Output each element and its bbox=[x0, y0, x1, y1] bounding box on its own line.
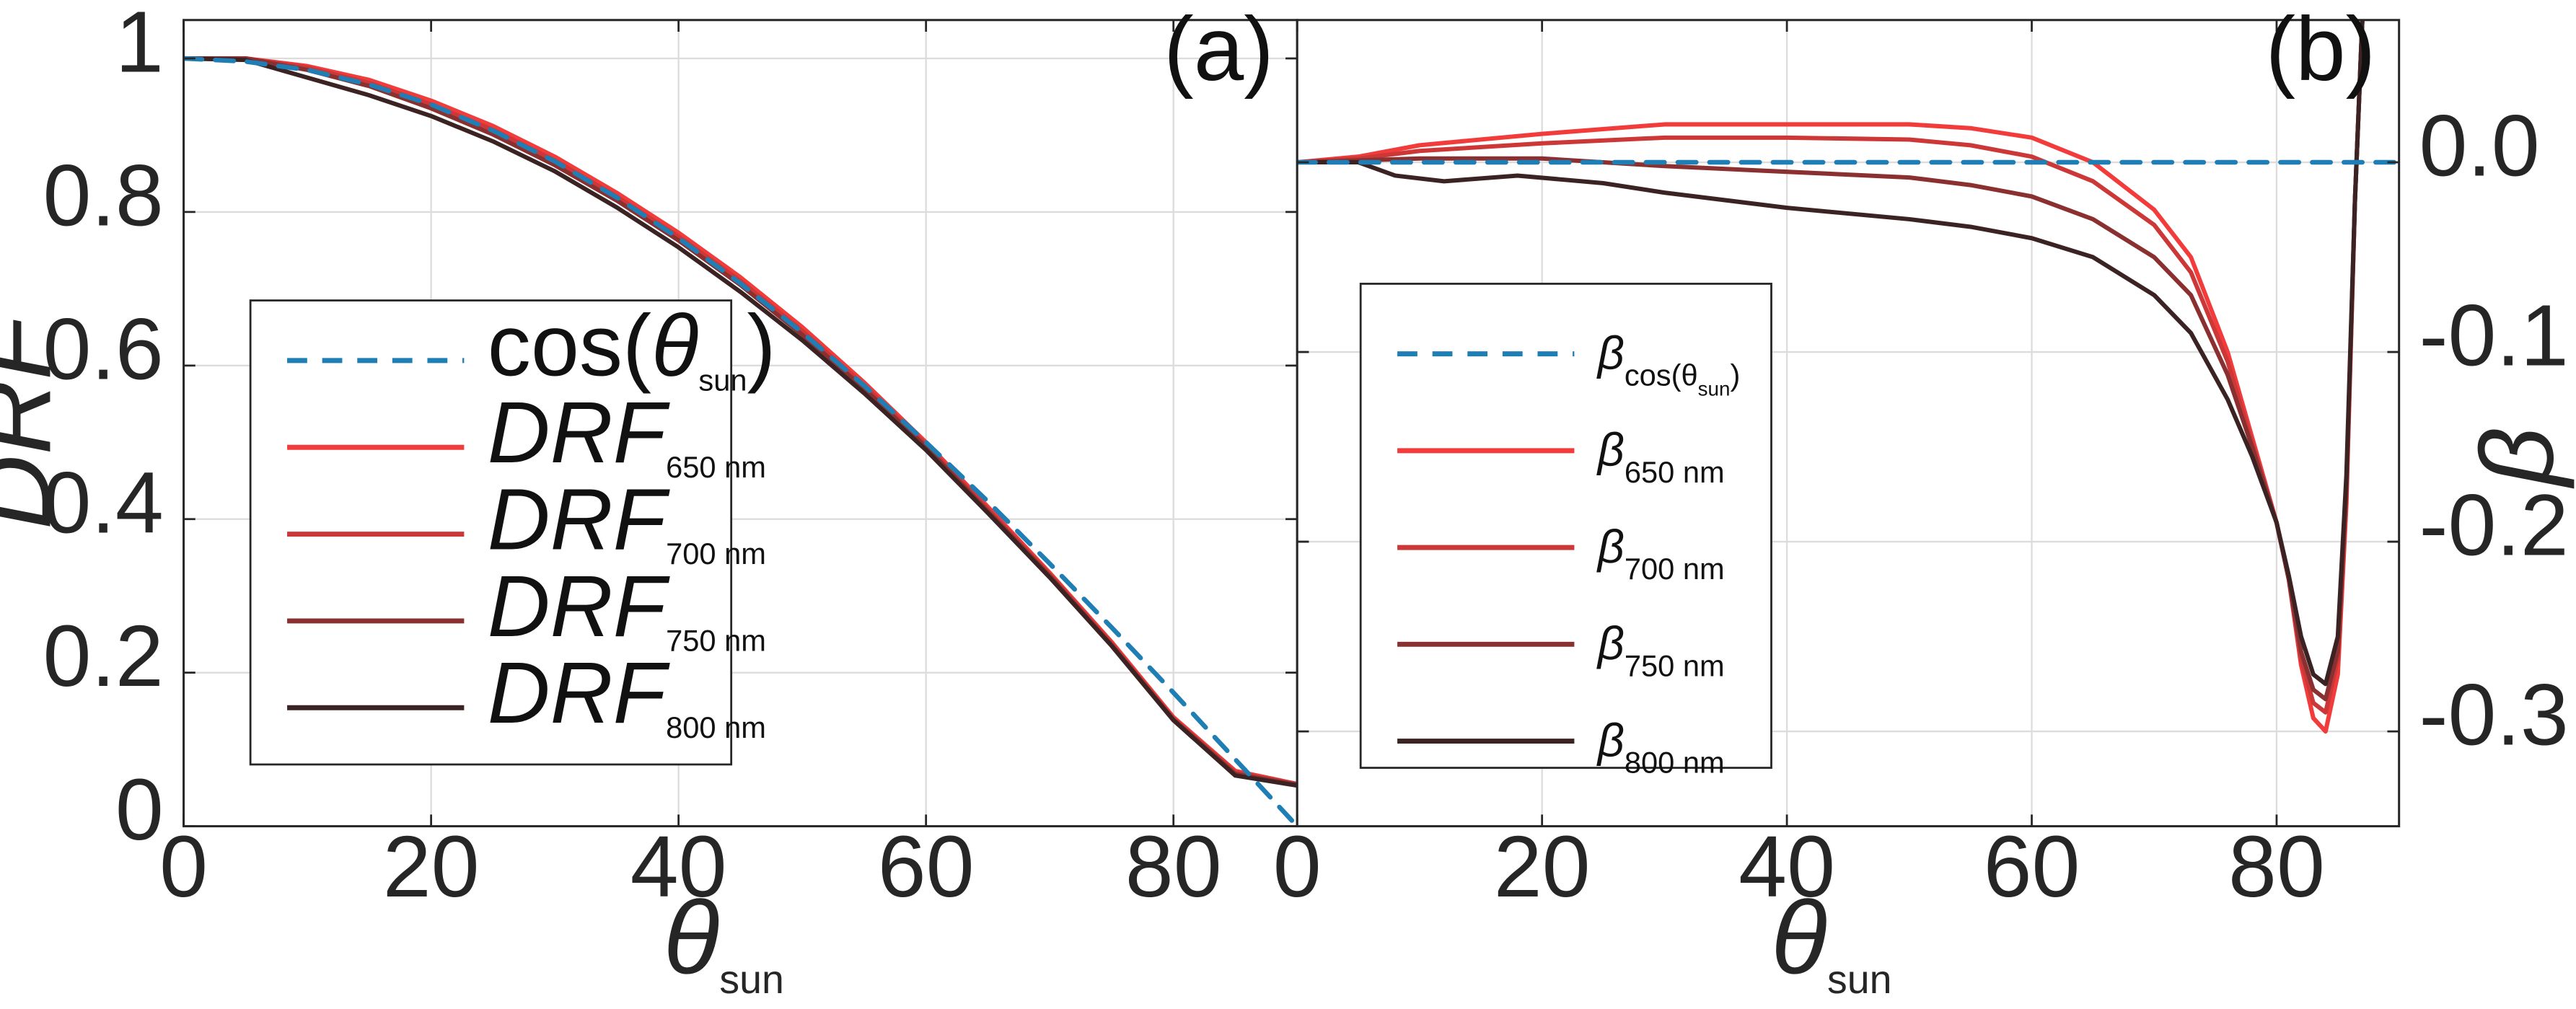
series-group bbox=[183, 56, 1298, 827]
x-axis-title: θsun bbox=[1771, 880, 1891, 1002]
legend-label-700: DRF700 nm bbox=[488, 470, 766, 570]
legend-text-main: DRF bbox=[488, 384, 671, 481]
legend-text-subscript: 700 nm bbox=[666, 537, 766, 570]
legend-text-subscript: 750 nm bbox=[1625, 648, 1725, 682]
y-axis-title: β bbox=[2460, 427, 2575, 489]
y-tick-label: -0.1 bbox=[2419, 287, 2568, 384]
legend-text-subscript: 750 nm bbox=[666, 624, 766, 658]
legend-label-800: DRF800 nm bbox=[488, 644, 766, 744]
legend-label-650: β650 nm bbox=[1596, 423, 1725, 489]
panel-b: 0 20 40 60 800.0-0.1-0.2-0.3θsunβ(b)βcos(θsu… bbox=[1273, 0, 2575, 1002]
legend-text-symbol: θ bbox=[651, 297, 698, 395]
legend-text-main: DRF bbox=[488, 644, 671, 741]
x-axis-title-symbol: θ bbox=[664, 880, 720, 995]
y-tick-label: 0 bbox=[115, 761, 164, 858]
legend-text-subscript: 650 nm bbox=[1625, 455, 1725, 489]
legend-text-main: DRF bbox=[488, 558, 671, 655]
y-axis-title: DRF bbox=[0, 312, 72, 529]
legend-label-cos: βcos(θsun) bbox=[1596, 326, 1741, 400]
legend-text-subscript: sun bbox=[698, 363, 747, 397]
legend-text-close: ) bbox=[747, 297, 776, 395]
legend-text-subscript: 650 nm bbox=[666, 450, 766, 484]
legend-text-close: ) bbox=[1730, 358, 1740, 392]
legend-text-subscript: 800 nm bbox=[666, 710, 766, 744]
panel-a: 0 20 40 60 8000.20.40.60.81θsunDRF(a)cos(θsu… bbox=[0, 0, 1298, 1002]
legend-text-subscript: cos(θ bbox=[1625, 358, 1698, 392]
legend-text-symbol: β bbox=[1596, 326, 1625, 379]
legend-text-subscript: 700 nm bbox=[1625, 552, 1725, 586]
legend-text-main: DRF bbox=[488, 470, 671, 568]
y-tick-label: 0.6 bbox=[43, 300, 164, 397]
series-group bbox=[1297, 19, 2399, 734]
legend-label-750: β750 nm bbox=[1596, 617, 1725, 682]
legend-label-700: β700 nm bbox=[1596, 520, 1725, 586]
x-tick-label: 40 bbox=[1738, 818, 1835, 915]
axes-box bbox=[1296, 19, 2401, 828]
x-tick-label: 0 bbox=[159, 818, 208, 915]
y-tick-label: 0.0 bbox=[2419, 97, 2539, 195]
y-tick-label: -0.2 bbox=[2419, 477, 2568, 574]
x-axis-title-symbol: θ bbox=[1771, 880, 1827, 995]
legend-text-subscript: 800 nm bbox=[1625, 746, 1725, 780]
series-line-800 bbox=[1297, 19, 2365, 687]
panel-label: (a) bbox=[1164, 0, 1274, 100]
x-tick-label: 40 bbox=[630, 818, 727, 915]
legend-label-cos: cos(θsun) bbox=[488, 297, 776, 397]
legend-label-750: DRF750 nm bbox=[488, 558, 766, 658]
y-tick-label: 0.8 bbox=[43, 146, 164, 244]
x-tick-label: 20 bbox=[1494, 818, 1591, 915]
y-tick-label: 1 bbox=[115, 0, 164, 91]
legend-text-symbol: β bbox=[1596, 423, 1625, 476]
series-line-700 bbox=[1297, 19, 2365, 715]
x-tick-label: 80 bbox=[1125, 818, 1222, 915]
legend-text-main: cos( bbox=[488, 297, 651, 395]
x-axis-title-subscript: sun bbox=[1827, 957, 1892, 1002]
y-tick-label: -0.3 bbox=[2419, 666, 2568, 764]
legend-label-800: β800 nm bbox=[1596, 713, 1725, 779]
legend-label-650: DRF650 nm bbox=[488, 384, 766, 484]
series-line-650 bbox=[1297, 19, 2365, 734]
legend-box bbox=[1359, 283, 1772, 769]
series-line-800 bbox=[183, 56, 1298, 788]
legend-text-subsubscript: sun bbox=[1698, 377, 1731, 400]
x-tick-label: 60 bbox=[878, 818, 975, 915]
x-axis-title-subscript: sun bbox=[719, 957, 784, 1002]
x-tick-label: 0 bbox=[1273, 818, 1322, 915]
x-tick-label: 60 bbox=[1984, 818, 2080, 915]
x-tick-label: 20 bbox=[383, 818, 480, 915]
legend-text-symbol: β bbox=[1596, 520, 1625, 573]
y-tick-label: 0.2 bbox=[43, 607, 164, 705]
legend-text-symbol: β bbox=[1596, 617, 1625, 669]
x-axis-title: θsun bbox=[664, 880, 784, 1002]
legend-text-symbol: β bbox=[1596, 713, 1625, 766]
panel-label: (b) bbox=[2266, 0, 2376, 100]
series-line-cos bbox=[183, 56, 1298, 827]
y-tick-label: 0.4 bbox=[43, 454, 164, 551]
x-tick-label: 80 bbox=[2228, 818, 2325, 915]
